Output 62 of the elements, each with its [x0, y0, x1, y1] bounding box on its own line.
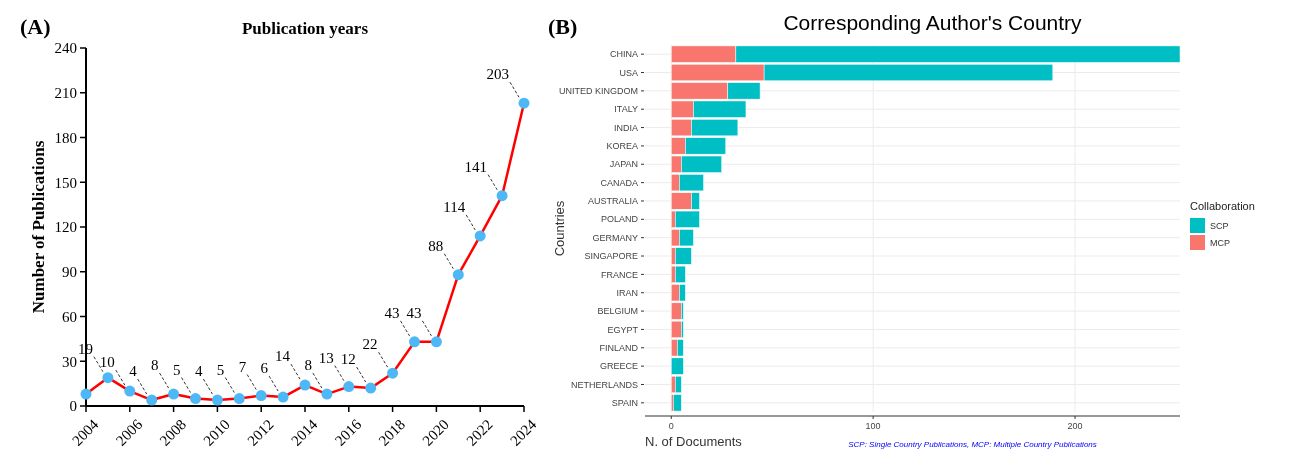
y-tick-label: FINLAND: [599, 342, 639, 353]
y-tick-label: FRANCE: [600, 269, 638, 280]
y-tick-label: POLAND: [600, 214, 639, 225]
y-tick-label: INDIA: [613, 122, 638, 133]
data-label: 5: [216, 361, 225, 378]
data-label: 114: [443, 198, 466, 215]
data-label: 5: [173, 361, 181, 378]
y-tick-label: JAPAN: [609, 159, 638, 170]
x-tick-label: 0: [668, 421, 674, 431]
y-tick-label: 240: [54, 40, 77, 57]
data-label: 13: [318, 349, 334, 366]
data-label: 10: [99, 354, 115, 371]
y-tick-label: 90: [62, 264, 77, 280]
legend-label: SCP: [1210, 221, 1229, 232]
data-label: 8: [151, 357, 159, 374]
legend-title: Collaboration: [1190, 200, 1255, 212]
text: (B): [548, 14, 578, 39]
y-tick-label: SPAIN: [611, 397, 638, 408]
y-tick-label: GREECE: [599, 361, 638, 372]
data-label: 43: [384, 304, 400, 321]
x-tick-label: 100: [865, 421, 881, 431]
data-label: 7: [238, 358, 247, 375]
y-tick-label: IRAN: [616, 287, 638, 298]
data-label: 141: [464, 158, 488, 175]
data-label: 22: [362, 336, 378, 353]
y-tick-label: 30: [62, 353, 77, 370]
text: SCP: Single Country Publications, MCP: Multiple Country Publications: [848, 440, 1097, 449]
legend-label: MCP: [1210, 238, 1230, 249]
y-tick-label: CHINA: [609, 49, 638, 60]
data-label: 4: [194, 363, 203, 380]
y-tick-label: UNITED KINGDOM: [558, 86, 638, 97]
data-label: 88: [428, 237, 444, 254]
y-tick-label: KOREA: [606, 141, 638, 152]
y-tick-label: EGYPT: [607, 324, 639, 335]
data-label: 12: [340, 351, 356, 368]
y-tick-label: USA: [619, 67, 638, 78]
y-tick-label: SINGAPORE: [584, 251, 638, 262]
y-tick-label: 0: [69, 398, 77, 415]
y-tick-label: 180: [54, 129, 77, 146]
y-tick-label: BELGIUM: [597, 306, 638, 317]
data-label: 14: [275, 348, 291, 365]
y-tick-label: NETHERLANDS: [570, 379, 638, 390]
y-tick-label: GERMANY: [592, 232, 638, 243]
y-tick-label: 120: [54, 219, 77, 236]
y-tick-label: 150: [54, 174, 77, 191]
y-tick-label: 210: [54, 85, 77, 101]
data-label: 4: [129, 363, 138, 380]
chart-title: Corresponding Author's Country: [783, 11, 1083, 34]
x-tick-label: 200: [1067, 421, 1083, 431]
text: (A): [20, 14, 51, 39]
y-tick-label: ITALY: [614, 104, 638, 115]
y-tick-label: CANADA: [600, 177, 638, 188]
chart-title: Publication years: [241, 19, 369, 38]
data-label: 43: [406, 304, 422, 321]
data-label: 203: [486, 66, 509, 83]
y-axis-title: Number of Publications: [29, 140, 48, 314]
y-tick-label: AUSTRALIA: [587, 196, 638, 207]
data-label: 8: [304, 357, 312, 374]
data-label: 6: [260, 360, 269, 377]
y-axis-title: Countries: [552, 200, 567, 257]
y-tick-label: 60: [62, 308, 77, 325]
x-axis-title: N. of Documents: [645, 434, 743, 449]
